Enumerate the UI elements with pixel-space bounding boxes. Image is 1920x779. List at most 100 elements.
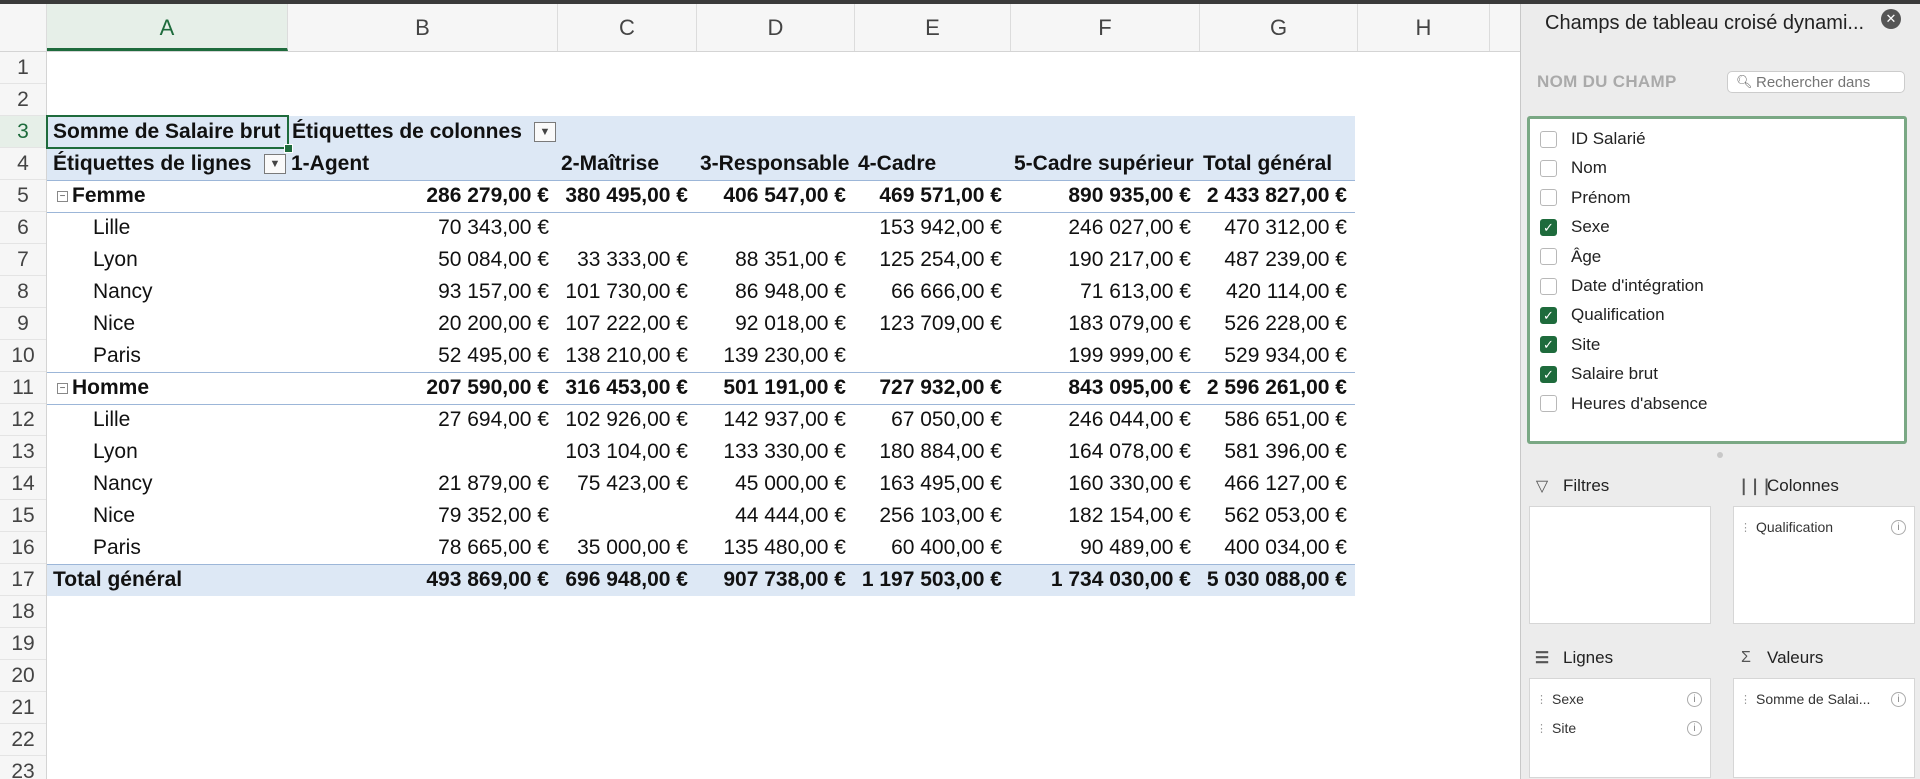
filters-drop-zone[interactable]: [1529, 506, 1711, 624]
row-header-17[interactable]: 17: [0, 564, 46, 596]
row-header-5[interactable]: 5: [0, 180, 46, 212]
checkbox-icon[interactable]: [1540, 189, 1557, 207]
checkbox-checked-icon[interactable]: ✓: [1540, 218, 1557, 236]
pivot-value-cell[interactable]: 843 095,00 €: [1068, 376, 1191, 399]
row-header-18[interactable]: 18: [0, 596, 46, 628]
pivot-row-label[interactable]: Nancy: [93, 472, 153, 495]
field-search-input[interactable]: [1756, 73, 1902, 91]
pivot-value-cell[interactable]: 27 694,00 €: [438, 408, 549, 431]
pivot-value-cell[interactable]: 139 230,00 €: [723, 344, 846, 367]
column-header-d[interactable]: D: [697, 4, 855, 51]
row-header-7[interactable]: 7: [0, 244, 46, 276]
row-header-13[interactable]: 13: [0, 436, 46, 468]
row-header-16[interactable]: 16: [0, 532, 46, 564]
drag-handle-icon[interactable]: ⋮: [1536, 722, 1547, 735]
pivot-column-labels-title[interactable]: Étiquettes de colonnes: [292, 120, 522, 143]
row-header-6[interactable]: 6: [0, 212, 46, 244]
collapse-icon[interactable]: −: [57, 383, 68, 394]
pivot-value-cell[interactable]: 164 078,00 €: [1068, 440, 1191, 463]
field-item[interactable]: Nom: [1540, 155, 1607, 181]
pivot-value-cell[interactable]: 286 279,00 €: [426, 184, 549, 207]
pivot-value-cell[interactable]: 52 495,00 €: [438, 344, 549, 367]
row-header-4[interactable]: 4: [0, 148, 46, 180]
checkbox-checked-icon[interactable]: ✓: [1540, 365, 1557, 383]
pivot-value-cell[interactable]: 180 884,00 €: [879, 440, 1002, 463]
pivot-value-cell[interactable]: 21 879,00 €: [438, 472, 549, 495]
row-header-14[interactable]: 14: [0, 468, 46, 500]
pivot-value-cell[interactable]: [288, 436, 555, 468]
info-icon[interactable]: i: [1891, 519, 1906, 535]
pivot-value-cell[interactable]: 92 018,00 €: [735, 312, 846, 335]
column-header-b[interactable]: B: [288, 4, 558, 51]
row-header-19[interactable]: 19: [0, 628, 46, 660]
row-header-23[interactable]: 23: [0, 756, 46, 779]
pivot-value-cell[interactable]: 163 495,00 €: [879, 472, 1002, 495]
pivot-value-cell[interactable]: 33 333,00 €: [577, 248, 688, 271]
pivot-total-cell[interactable]: 5 030 088,00 €: [1206, 568, 1347, 591]
pivot-row-label[interactable]: Nice: [93, 504, 136, 527]
pivot-value-cell[interactable]: 380 495,00 €: [565, 184, 688, 207]
column-header-e[interactable]: E: [855, 4, 1011, 51]
pivot-value-cell[interactable]: 487 239,00 €: [1224, 248, 1347, 271]
pivot-value-cell[interactable]: 20 200,00 €: [438, 312, 549, 335]
pivot-value-cell[interactable]: 183 079,00 €: [1068, 312, 1191, 335]
row-header-2[interactable]: 2: [0, 84, 46, 116]
pivot-row-label[interactable]: Paris: [93, 344, 141, 367]
pivot-value-cell[interactable]: 142 937,00 €: [723, 408, 846, 431]
pivot-value-cell[interactable]: 182 154,00 €: [1068, 504, 1191, 527]
pivot-value-cell[interactable]: 2 596 261,00 €: [1206, 376, 1347, 399]
field-item[interactable]: Prénom: [1540, 185, 1631, 211]
area-field-chip[interactable]: ⋮ Somme de Salai... i: [1740, 687, 1906, 711]
pivot-value-cell[interactable]: 71 613,00 €: [1080, 280, 1191, 303]
pivot-value-cell[interactable]: 135 480,00 €: [723, 536, 846, 559]
pivot-value-cell[interactable]: 66 666,00 €: [891, 280, 1002, 303]
pivot-value-cell[interactable]: 67 050,00 €: [891, 408, 1002, 431]
pivot-value-cell[interactable]: 123 709,00 €: [879, 312, 1002, 335]
pivot-value-cell[interactable]: 470 312,00 €: [1224, 216, 1347, 239]
row-header-1[interactable]: 1: [0, 52, 46, 84]
collapse-icon[interactable]: −: [57, 191, 68, 202]
row-header-10[interactable]: 10: [0, 340, 46, 372]
pivot-value-cell[interactable]: 316 453,00 €: [565, 376, 688, 399]
column-header-h[interactable]: H: [1358, 4, 1490, 51]
pivot-value-cell[interactable]: 562 053,00 €: [1224, 504, 1347, 527]
rows-drop-zone[interactable]: ⋮ Sexe i ⋮ Site i: [1529, 678, 1711, 778]
pivot-value-cell[interactable]: 102 926,00 €: [565, 408, 688, 431]
row-header-9[interactable]: 9: [0, 308, 46, 340]
field-search[interactable]: 🔍︎: [1727, 71, 1905, 93]
checkbox-icon[interactable]: [1540, 159, 1557, 177]
pivot-value-cell[interactable]: 70 343,00 €: [438, 216, 549, 239]
pivot-value-cell[interactable]: 133 330,00 €: [723, 440, 846, 463]
pivot-value-cell[interactable]: 466 127,00 €: [1224, 472, 1347, 495]
checkbox-icon[interactable]: [1540, 130, 1557, 148]
pivot-column-header[interactable]: 3-Responsable: [700, 152, 850, 175]
pivot-value-cell[interactable]: 190 217,00 €: [1068, 248, 1191, 271]
pivot-column-header[interactable]: 1-Agent: [291, 152, 370, 175]
pivot-column-header[interactable]: 2-Maîtrise: [561, 152, 660, 175]
checkbox-icon[interactable]: [1540, 277, 1557, 295]
pivot-value-cell[interactable]: 75 423,00 €: [577, 472, 688, 495]
column-filter-dropdown-icon[interactable]: ▼: [534, 122, 556, 142]
pivot-value-cell[interactable]: 45 000,00 €: [735, 472, 846, 495]
columns-drop-zone[interactable]: ⋮ Qualification i: [1733, 506, 1915, 624]
pivot-column-header[interactable]: Total général: [1203, 152, 1333, 175]
pivot-group-label[interactable]: Femme: [72, 184, 146, 207]
pivot-value-cell[interactable]: 79 352,00 €: [438, 504, 549, 527]
pivot-value-cell[interactable]: 246 027,00 €: [1068, 216, 1191, 239]
row-header-11[interactable]: 11: [0, 372, 46, 404]
drag-handle-icon[interactable]: ⋮: [1740, 693, 1751, 706]
pivot-value-cell[interactable]: [855, 340, 1008, 372]
pivot-value-cell[interactable]: 44 444,00 €: [735, 504, 846, 527]
field-item[interactable]: Heures d'absence: [1540, 391, 1708, 417]
pivot-value-cell[interactable]: 256 103,00 €: [879, 504, 1002, 527]
fill-handle[interactable]: [284, 144, 293, 153]
pivot-row-label[interactable]: Paris: [93, 536, 141, 559]
area-field-chip[interactable]: ⋮ Sexe i: [1536, 687, 1702, 711]
pivot-value-cell[interactable]: 90 489,00 €: [1080, 536, 1191, 559]
row-header-20[interactable]: 20: [0, 660, 46, 692]
field-item[interactable]: ✓ Site: [1540, 332, 1600, 358]
field-item[interactable]: ID Salarié: [1540, 126, 1646, 152]
info-icon[interactable]: i: [1687, 691, 1702, 707]
row-header-15[interactable]: 15: [0, 500, 46, 532]
